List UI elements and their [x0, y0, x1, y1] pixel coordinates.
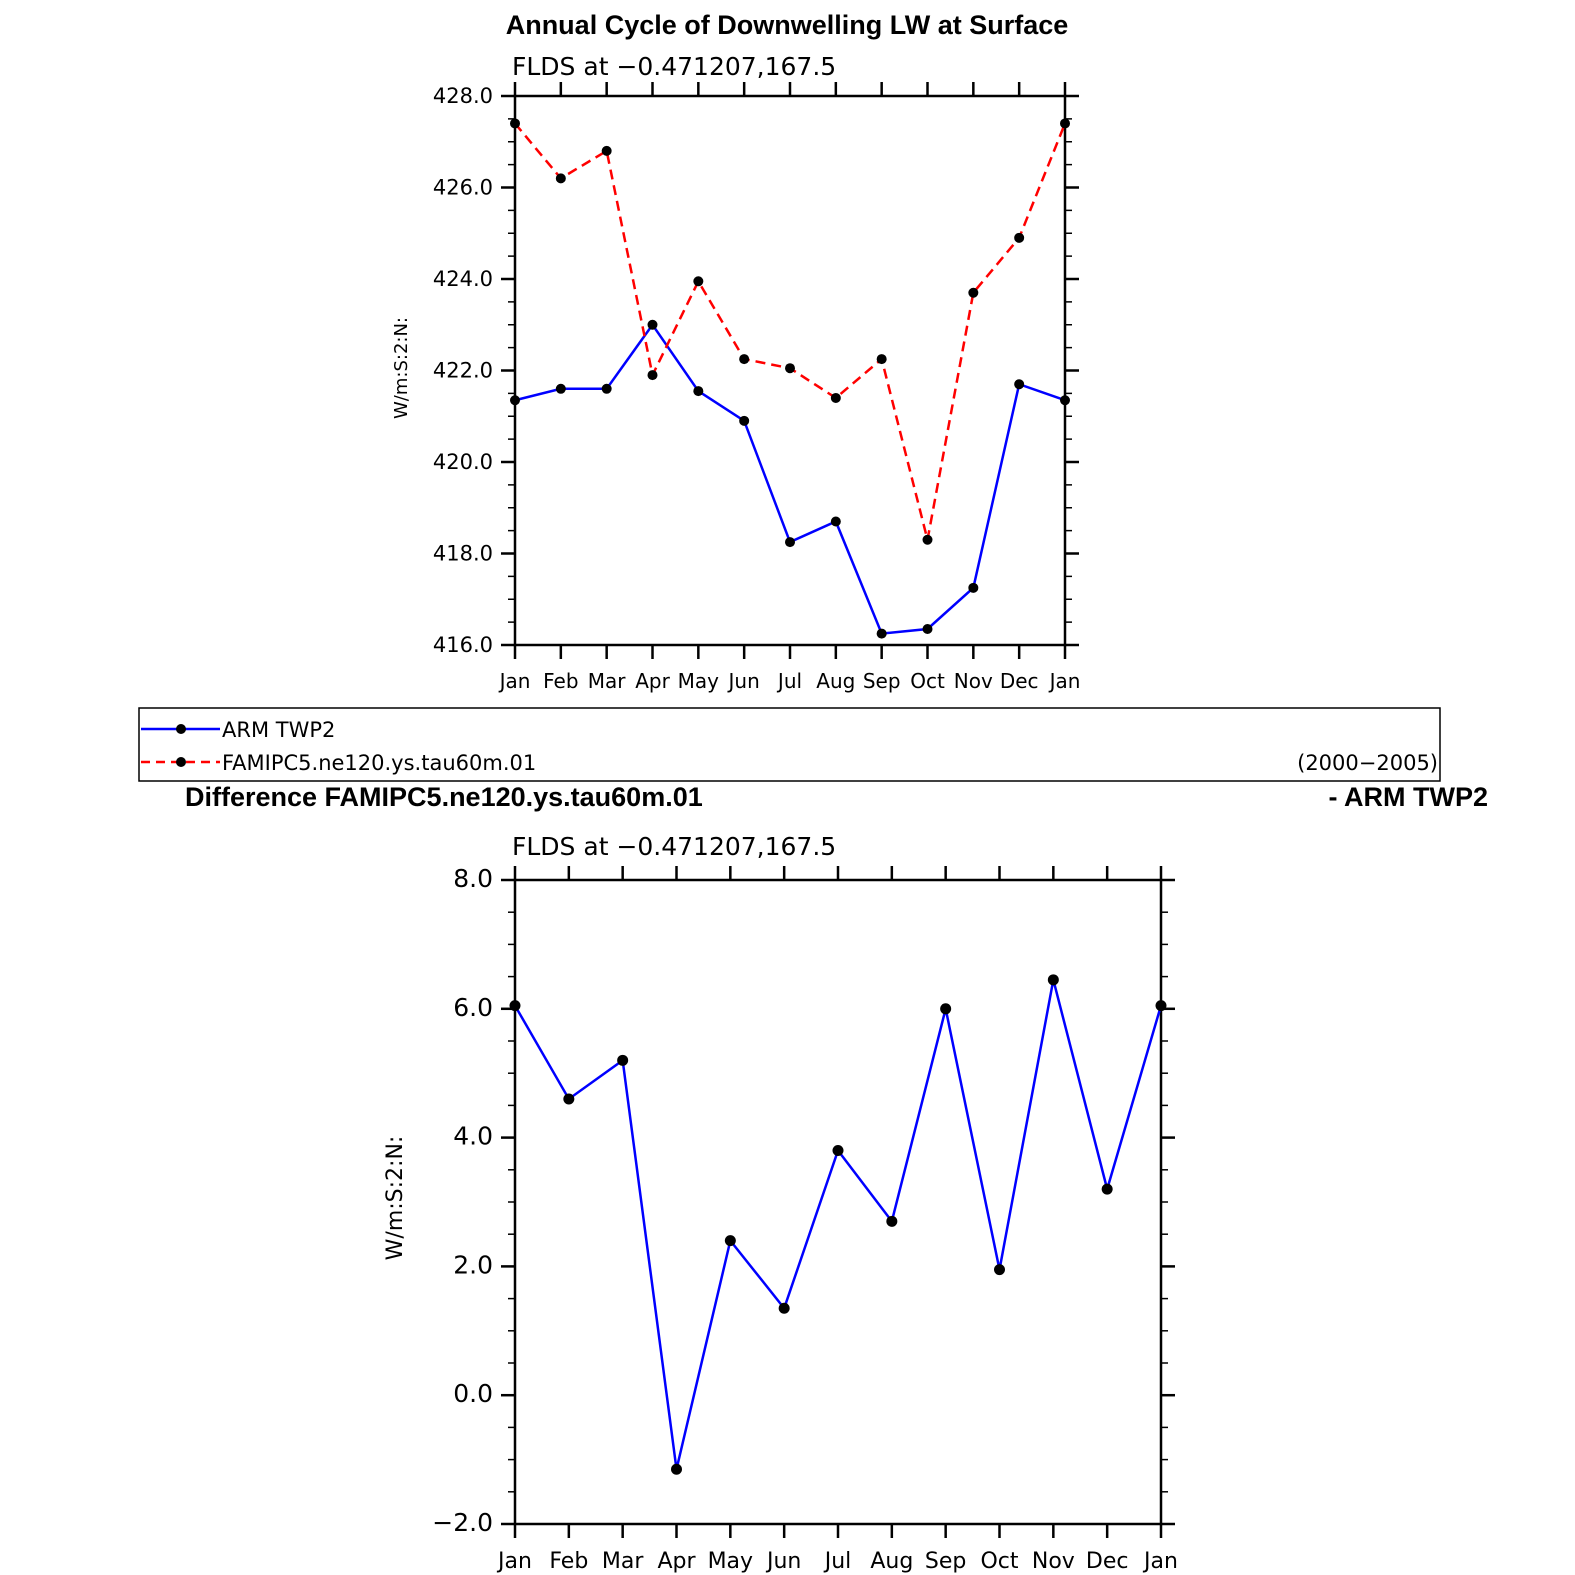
- top-data-point: [830, 392, 841, 403]
- bot-data-point: [832, 1144, 844, 1156]
- bot-y-tick-label: 8.0: [453, 864, 493, 893]
- bot-data-point: [509, 1000, 521, 1012]
- top-chart-subtitle: FLDS at −0.471207,167.5: [512, 52, 836, 81]
- bot-y-tick-label: −2.0: [432, 1508, 493, 1537]
- bot-data-point: [1101, 1183, 1113, 1195]
- legend-years: (2000−2005): [1297, 751, 1438, 775]
- top-series-line-1: [514, 122, 1067, 541]
- top-axes: Jan Feb Mar Apr May Jun Jul Aug Sep Oct Nov Dec Jan4…: [433, 82, 1081, 693]
- bottom-axes: Jan Feb Mar Apr May Jun Jul Aug Sep Oct Nov Dec Jan−…: [432, 864, 1178, 1574]
- bottom-chart-title-right: - ARM TWP2: [1329, 782, 1488, 812]
- top-x-tick-label: Aug: [816, 669, 855, 693]
- bot-x-tick-label: Jun: [765, 1549, 801, 1574]
- top-x-tick-label: Feb: [543, 669, 578, 693]
- top-data-point: [1014, 379, 1025, 390]
- top-data-point: [785, 537, 795, 548]
- top-data-point: [739, 415, 750, 426]
- bot-x-tick-label: Jan: [1142, 1549, 1178, 1574]
- top-data-point: [922, 623, 933, 634]
- top-x-tick-label: Jan: [1048, 669, 1081, 693]
- bot-data-point: [724, 1235, 736, 1247]
- legend-label-arm: ARM TWP2: [222, 718, 335, 742]
- bottom-y-axis-label: W/m:S:2:N:: [383, 1136, 408, 1261]
- bot-data-point: [994, 1264, 1005, 1276]
- top-data-point: [830, 516, 841, 527]
- top-data-point: [1060, 395, 1070, 406]
- bot-x-tick-label: Oct: [980, 1549, 1018, 1574]
- top-data-point: [785, 363, 795, 374]
- top-y-tick-label: 428.0: [433, 84, 493, 108]
- top-x-tick-label: Sep: [863, 669, 901, 693]
- bot-y-tick-label: 4.0: [453, 1122, 493, 1151]
- bottom-plot-area: [509, 974, 1167, 1475]
- top-x-tick-label: Jun: [727, 669, 760, 693]
- bot-x-tick-label: Mar: [602, 1549, 644, 1574]
- top-data-point: [1014, 232, 1025, 243]
- top-x-tick-label: Dec: [1000, 669, 1039, 693]
- legend-marker-model: [176, 757, 186, 767]
- top-data-point: [601, 145, 612, 156]
- bot-x-tick-label: Feb: [549, 1549, 588, 1574]
- bot-x-tick-label: Jan: [496, 1549, 532, 1574]
- top-x-tick-label: Nov: [954, 669, 993, 693]
- bottom-chart-subtitle: FLDS at −0.471207,167.5: [512, 832, 836, 861]
- top-x-tick-label: Apr: [635, 669, 670, 693]
- top-x-tick-label: Jul: [776, 669, 802, 693]
- top-x-tick-label: Oct: [910, 669, 945, 693]
- top-data-point: [876, 628, 887, 639]
- bot-x-tick-label: Jul: [823, 1549, 852, 1574]
- legend-marker-arm: [176, 724, 186, 734]
- top-data-point: [510, 118, 520, 129]
- bot-data-point: [886, 1215, 898, 1227]
- top-x-tick-label: May: [678, 669, 720, 693]
- top-data-point: [968, 287, 979, 298]
- top-data-point: [876, 354, 887, 365]
- bot-data-point: [778, 1302, 790, 1314]
- top-data-point: [647, 370, 658, 381]
- legend-label-model: FAMIPC5.ne120.ys.tau60m.01: [222, 751, 536, 775]
- bot-x-tick-label: Dec: [1086, 1549, 1129, 1574]
- top-y-tick-label: 418.0: [433, 542, 493, 566]
- top-y-tick-label: 416.0: [433, 633, 493, 657]
- bot-x-tick-label: Aug: [870, 1549, 913, 1574]
- top-data-point: [739, 354, 750, 365]
- bottom-chart-title: Difference FAMIPC5.ne120.ys.tau60m.01: [185, 782, 703, 812]
- bot-data-point: [940, 1003, 952, 1015]
- top-x-tick-label: Mar: [588, 669, 627, 693]
- top-data-point: [968, 582, 979, 593]
- top-y-tick-label: 422.0: [433, 359, 493, 383]
- bot-x-tick-label: May: [708, 1549, 753, 1574]
- top-chart-title: Annual Cycle of Downwelling LW at Surfac…: [506, 10, 1069, 40]
- top-data-point: [922, 534, 933, 545]
- top-data-point: [510, 395, 520, 406]
- top-data-point: [693, 276, 704, 287]
- top-data-point: [693, 386, 704, 397]
- bot-data-point: [563, 1093, 575, 1105]
- bot-data-point: [617, 1054, 629, 1066]
- top-data-point: [647, 319, 658, 330]
- top-data-point: [555, 383, 566, 394]
- bot-x-tick-label: Sep: [925, 1549, 966, 1574]
- top-y-tick-label: 426.0: [433, 176, 493, 200]
- top-y-tick-label: 424.0: [433, 267, 493, 291]
- top-y-tick-label: 420.0: [433, 450, 493, 474]
- bot-y-tick-label: 2.0: [453, 1250, 493, 1279]
- bot-data-point: [1047, 974, 1059, 986]
- bot-x-tick-label: Nov: [1032, 1549, 1075, 1574]
- bot-y-tick-label: 0.0: [453, 1379, 493, 1408]
- top-x-tick-label: Jan: [498, 669, 531, 693]
- top-data-point: [1060, 118, 1070, 129]
- top-data-point: [555, 173, 566, 184]
- legend-box: [138, 707, 1441, 782]
- bot-x-tick-label: Apr: [657, 1549, 696, 1574]
- bot-frame: [513, 878, 1163, 1526]
- top-y-axis-label: W/m:S:2:N:: [391, 317, 412, 419]
- bot-data-point: [671, 1463, 682, 1475]
- top-plot-area: [510, 118, 1070, 639]
- top-data-point: [601, 383, 612, 394]
- bot-series-line-0: [513, 979, 1163, 1470]
- bot-data-point: [1155, 1000, 1167, 1012]
- bot-y-tick-label: 6.0: [453, 993, 493, 1022]
